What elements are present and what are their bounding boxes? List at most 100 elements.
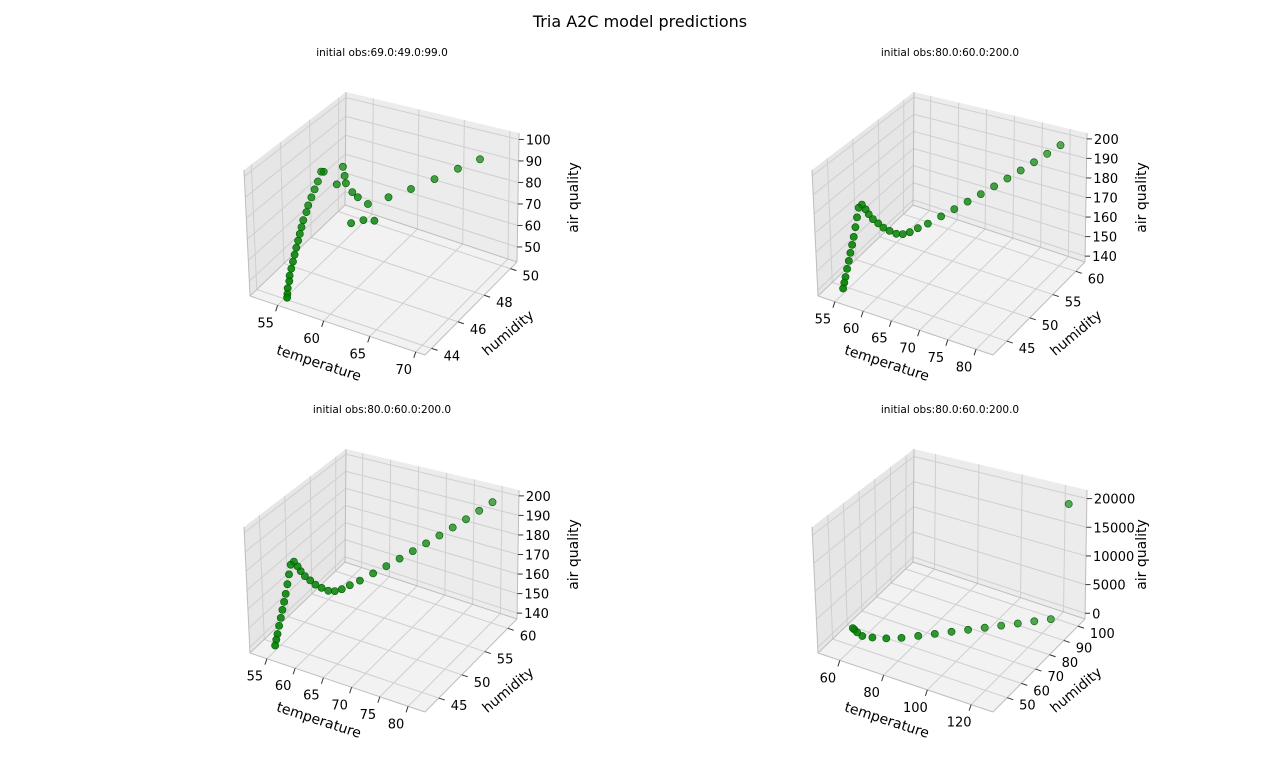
z-tick-label: 10000 (1093, 550, 1134, 565)
data-point (976, 190, 985, 198)
x-tick (275, 305, 279, 312)
data-point (905, 228, 914, 237)
x-tick-label: 60 (303, 332, 320, 347)
x-tick-label: 100 (903, 701, 928, 716)
x-tick-label: 65 (303, 689, 320, 704)
y-tick (1029, 317, 1036, 321)
x-tick-label: 80 (956, 360, 973, 375)
data-point (369, 569, 377, 578)
y-tick (510, 268, 517, 272)
pane (250, 562, 517, 712)
data-point (1030, 617, 1039, 626)
y-tick (1075, 270, 1082, 274)
data-point (430, 175, 439, 183)
data-point (1056, 141, 1065, 150)
data-point (854, 203, 863, 212)
data-point (338, 162, 347, 171)
pane (812, 92, 914, 296)
data-point (302, 208, 311, 216)
data-point (285, 570, 293, 579)
z-tick-label: 170 (525, 549, 550, 564)
x-tick (320, 677, 324, 684)
pane-edge (912, 448, 915, 563)
data-point (914, 632, 923, 640)
data-point (324, 586, 333, 595)
data-point (930, 630, 939, 638)
data-point (868, 633, 877, 642)
y-tick (1006, 697, 1014, 701)
x-tick (292, 668, 296, 675)
data-point (488, 498, 497, 507)
x-tick-label: 75 (928, 351, 945, 366)
y-tick (1021, 682, 1028, 686)
data-point (337, 585, 346, 594)
z-tick-label: 170 (1093, 192, 1118, 207)
data-point (1030, 158, 1038, 167)
data-point (937, 212, 945, 221)
data-point (300, 572, 309, 580)
pane-edge (992, 261, 1086, 356)
y-tick (1077, 625, 1085, 629)
data-point (340, 171, 349, 180)
z-tick-label: 80 (525, 176, 542, 191)
data-point (313, 177, 322, 186)
data-point (1016, 166, 1025, 175)
pane (913, 449, 1087, 619)
x-tick-label: 80 (863, 686, 880, 701)
data-point (275, 622, 283, 630)
data-point (913, 224, 922, 233)
y-tick-label: 48 (496, 296, 513, 311)
data-point (843, 264, 851, 273)
data-point (281, 590, 290, 598)
data-point (382, 562, 391, 570)
pane-edge (424, 618, 518, 713)
data-point (475, 506, 484, 515)
y-tick-label: 55 (497, 653, 514, 668)
x-axis-label: temperature (842, 342, 931, 384)
x-tick (367, 336, 371, 343)
data-point (839, 284, 847, 293)
data-point (1046, 615, 1055, 623)
subplot-title: initial obs:80.0:60.0:200.0 (881, 404, 1019, 416)
data-point (304, 201, 313, 210)
x-tick (924, 689, 928, 697)
subplot-2: initial obs:80.0:60.0:200.0 55 60 65 70 75 80 4… (811, 47, 1150, 385)
y-tick-label: 55 (1065, 296, 1082, 311)
data-point (395, 554, 404, 563)
data-point (853, 213, 861, 222)
data-point (964, 625, 972, 634)
data-point (846, 248, 855, 257)
x-tick (377, 696, 381, 703)
data-point (1013, 619, 1022, 628)
data-point (407, 185, 415, 193)
data-point (422, 539, 430, 548)
data-point (897, 634, 906, 642)
data-point (363, 200, 372, 208)
data-point (874, 219, 883, 228)
data-point (347, 219, 355, 228)
x-tick-label: 65 (349, 347, 366, 362)
y-tick (457, 321, 465, 325)
data-point (848, 624, 857, 632)
y-tick (431, 347, 438, 351)
x-tick-label: 70 (899, 341, 916, 356)
x-tick (264, 658, 268, 665)
data-point (283, 293, 291, 302)
data-point (370, 216, 379, 225)
z-tick-label: 140 (524, 607, 549, 622)
x-tick (888, 320, 892, 327)
data-point (276, 614, 285, 622)
z-tick-label: 0 (1092, 607, 1100, 622)
y-tick (1063, 639, 1070, 643)
y-tick-label: 90 (1076, 641, 1093, 656)
x-tick-label: 60 (275, 679, 292, 694)
z-axis-label: air quality (1134, 162, 1150, 233)
pane-edge (817, 652, 994, 713)
pane (244, 449, 346, 653)
figure-title: Tria A2C model predictions (532, 12, 748, 31)
data-point (359, 216, 368, 224)
x-tick (860, 311, 864, 318)
y-tick (1049, 654, 1056, 658)
pane (818, 205, 1085, 355)
data-point (345, 581, 354, 590)
